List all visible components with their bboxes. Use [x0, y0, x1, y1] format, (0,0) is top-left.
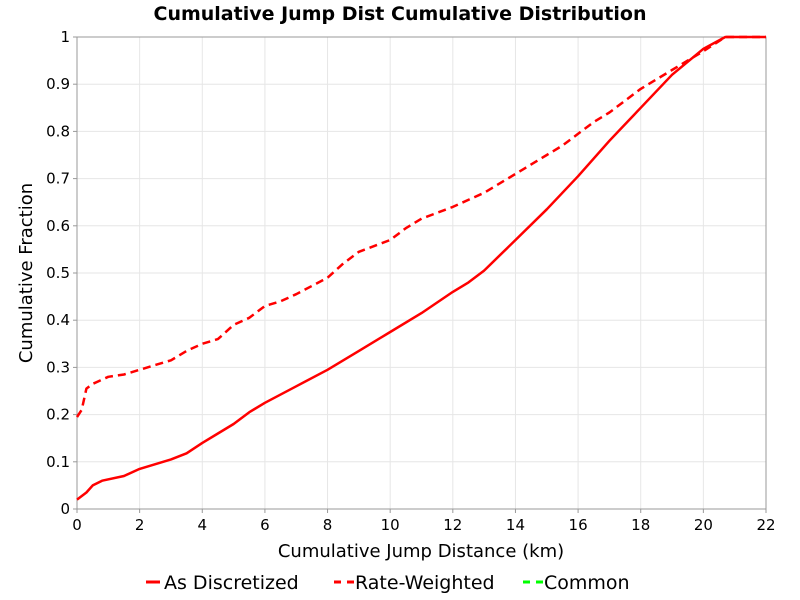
- legend: As Discretized Rate-Weighted Common: [146, 572, 630, 594]
- legend-label: As Discretized: [164, 572, 299, 594]
- x-tick-label: 12: [443, 516, 462, 534]
- y-tick-label: 0.5: [46, 264, 70, 282]
- x-tick-label: 10: [381, 516, 400, 534]
- series-lines: [75, 35, 766, 501]
- x-axis-label: Cumulative Jump Distance (km): [278, 541, 564, 562]
- y-tick-label: 0: [60, 500, 70, 518]
- y-tick-label: 0.6: [46, 217, 70, 235]
- series-line-as-discretized: [76, 35, 766, 501]
- grid-lines: [77, 37, 766, 509]
- x-tick-label: 8: [323, 516, 333, 534]
- x-tick-label: 18: [631, 516, 650, 534]
- y-tick-label: 0.7: [46, 170, 70, 188]
- y-tick-label: 0.9: [46, 75, 70, 93]
- axis-ticks: 0 2 4 6 8 10 12 14 16 18 20 22 0 0.1 0.2 0.3 0.4 0.5 0.6 0.…: [46, 28, 775, 534]
- x-tick-label: 6: [260, 516, 270, 534]
- legend-label: Common: [544, 572, 630, 594]
- y-tick-label: 1: [60, 28, 70, 46]
- x-tick-label: 4: [197, 516, 207, 534]
- y-tick-label: 0.8: [46, 122, 70, 140]
- y-tick-label: 0.4: [46, 311, 70, 329]
- legend-label: Rate-Weighted: [355, 572, 495, 594]
- x-tick-label: 0: [72, 516, 82, 534]
- x-tick-label: 2: [135, 516, 145, 534]
- y-axis-label: Cumulative Fraction: [16, 183, 37, 363]
- y-tick-label: 0.1: [46, 453, 70, 471]
- y-tick-label: 0.3: [46, 358, 70, 376]
- y-tick-label: 0.2: [46, 406, 70, 424]
- chart-title: Cumulative Jump Dist Cumulative Distribu…: [154, 3, 647, 25]
- x-tick-label: 14: [506, 516, 525, 534]
- x-tick-label: 22: [756, 516, 775, 534]
- series-line-rate-weighted: [75, 35, 766, 418]
- x-tick-label: 16: [569, 516, 588, 534]
- x-tick-label: 20: [694, 516, 713, 534]
